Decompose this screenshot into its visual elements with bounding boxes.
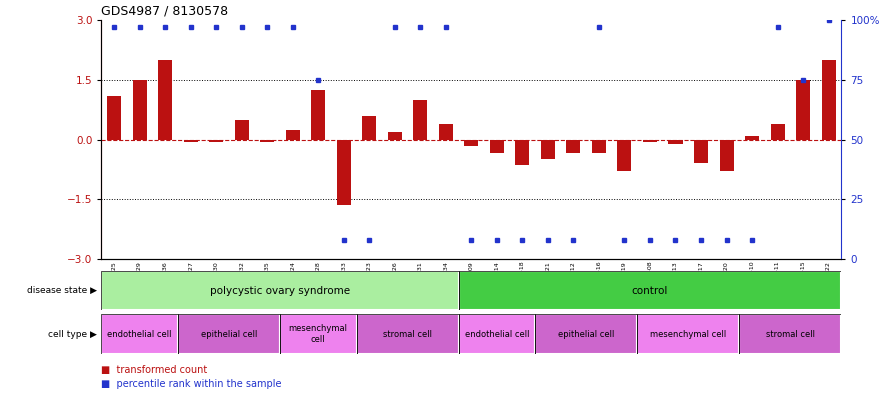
Bar (694, 140, 708, 163)
Bar (464, 140, 478, 145)
Text: polycystic ovary syndrome: polycystic ovary syndrome (210, 286, 350, 296)
Bar (720, 140, 734, 171)
Bar (459, 271, 841, 310)
Bar (260, 140, 274, 141)
Bar (459, 271, 841, 310)
Bar (101, 271, 459, 310)
Bar (637, 314, 739, 354)
Bar (541, 140, 555, 160)
Bar (132, 79, 146, 140)
Bar (771, 123, 785, 140)
Text: ■  percentile rank within the sample: ■ percentile rank within the sample (101, 379, 282, 389)
Text: GDS4987 / 8130578: GDS4987 / 8130578 (101, 4, 228, 17)
Bar (209, 140, 223, 141)
Bar (566, 140, 581, 154)
Bar (362, 116, 376, 140)
Bar (439, 123, 453, 140)
Text: ■  transformed count: ■ transformed count (101, 365, 208, 375)
Bar (311, 90, 325, 140)
Bar (822, 60, 835, 140)
Bar (739, 314, 841, 354)
Bar (234, 119, 248, 140)
Bar (739, 314, 841, 354)
Bar (490, 140, 504, 154)
Bar (178, 314, 280, 354)
Bar (459, 314, 535, 354)
Bar (618, 140, 632, 171)
Bar (158, 60, 172, 140)
Text: mesenchymal cell: mesenchymal cell (650, 330, 726, 338)
Text: disease state ▶: disease state ▶ (27, 286, 97, 295)
Text: endothelial cell: endothelial cell (107, 330, 172, 338)
Text: mesenchymal
cell: mesenchymal cell (289, 324, 348, 344)
Bar (357, 314, 459, 354)
Bar (669, 140, 683, 143)
Text: epithelial cell: epithelial cell (558, 330, 614, 338)
Bar (357, 314, 459, 354)
Bar (107, 95, 121, 140)
Bar (337, 140, 351, 206)
Bar (459, 314, 535, 354)
Bar (643, 140, 657, 141)
Text: endothelial cell: endothelial cell (464, 330, 529, 338)
Bar (101, 314, 178, 354)
Bar (535, 314, 637, 354)
Bar (413, 99, 427, 140)
Bar (101, 314, 178, 354)
Text: cell type ▶: cell type ▶ (48, 330, 97, 338)
Bar (388, 132, 402, 140)
Bar (183, 140, 197, 141)
Text: control: control (632, 286, 668, 296)
Bar (515, 140, 529, 165)
Bar (745, 136, 759, 140)
Bar (280, 314, 357, 354)
Text: stromal cell: stromal cell (766, 330, 815, 338)
Bar (637, 314, 739, 354)
Bar (592, 140, 606, 154)
Bar (285, 130, 300, 140)
Text: stromal cell: stromal cell (383, 330, 432, 338)
Bar (101, 271, 459, 310)
Bar (280, 314, 357, 354)
Bar (178, 314, 280, 354)
Bar (535, 314, 637, 354)
Bar (796, 79, 811, 140)
Text: epithelial cell: epithelial cell (201, 330, 257, 338)
